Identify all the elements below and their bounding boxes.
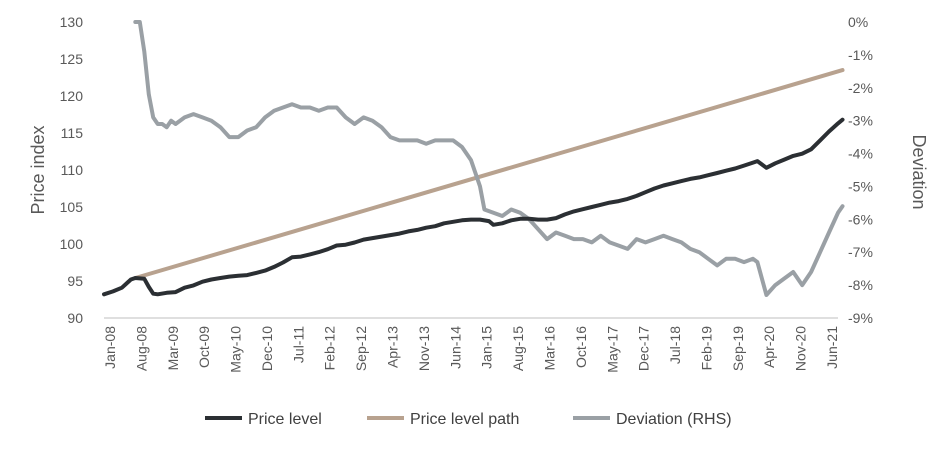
x-tick-label: Jun-14 (447, 326, 463, 369)
right-tick-label: -4% (848, 146, 873, 162)
left-tick-label: 95 (67, 273, 83, 289)
right-tick-label: -2% (848, 80, 873, 96)
x-tick-label: Dec-10 (259, 326, 275, 371)
x-tick-label: Jul-18 (667, 326, 683, 364)
right-tick-label: -8% (848, 277, 873, 293)
right-axis-title: Deviation (909, 134, 929, 209)
left-tick-label: 105 (60, 199, 84, 215)
legend-label: Price level (248, 411, 322, 428)
x-tick-label: Jan-08 (102, 326, 118, 369)
left-tick-label: 110 (61, 162, 84, 178)
series-line-price-level-path (133, 68, 845, 280)
right-tick-label: -9% (848, 310, 873, 326)
left-tick-label: 130 (60, 14, 84, 30)
legend-label: Deviation (RHS) (616, 411, 732, 428)
x-tick-label: Apr-13 (385, 326, 401, 368)
x-tick-label: Oct-16 (573, 326, 589, 368)
x-tick-label: Nov-13 (416, 326, 432, 371)
left-tick-label: 120 (60, 88, 84, 104)
left-tick-label: 125 (60, 51, 84, 67)
x-tick-label: Mar-09 (165, 326, 181, 371)
left-tick-label: 115 (61, 125, 84, 141)
x-axis: Jan-08 Aug-08 Mar-09 Oct-09 May-10 Dec-10 Jul-… (102, 326, 840, 373)
x-tick-label: Feb-12 (322, 326, 338, 371)
x-tick-label: Aug-15 (510, 326, 526, 371)
legend: Price level Price level path Deviation (RH… (205, 411, 732, 428)
right-tick-label: 0% (848, 14, 868, 30)
left-axis-title: Price index (28, 125, 48, 214)
x-tick-label: Sep-19 (730, 326, 746, 371)
legend-label: Price level path (410, 411, 519, 428)
x-tick-label: Nov-20 (793, 326, 809, 371)
right-tick-label: -6% (848, 211, 873, 227)
x-tick-label: May-10 (228, 326, 244, 373)
x-tick-label: Feb-19 (698, 326, 714, 371)
right-tick-label: -1% (848, 47, 873, 63)
right-tick-label: -7% (848, 244, 873, 260)
series-line-deviation-rhs (133, 20, 845, 297)
left-tick-label: 100 (60, 236, 84, 252)
left-tick-label: 90 (67, 310, 83, 326)
right-tick-label: -3% (848, 113, 873, 129)
series-layer (102, 20, 845, 297)
series-line-price-level (102, 117, 845, 297)
x-tick-label: Mar-16 (541, 326, 557, 371)
x-tick-label: Jul-11 (290, 326, 306, 363)
x-tick-label: Apr-20 (761, 326, 777, 368)
right-tick-label: -5% (848, 178, 873, 194)
x-tick-label: Jun-21 (824, 326, 840, 369)
x-tick-label: Oct-09 (196, 326, 212, 368)
x-tick-label: Jan-15 (479, 326, 495, 369)
x-tick-label: Aug-08 (133, 326, 149, 371)
right-axis: 0% -1% -2% -3% -4% -5% -6% -7% -8% -9% (848, 14, 873, 326)
x-tick-label: Dec-17 (636, 326, 652, 371)
left-axis: 90 95 100 105 110 115 120 125 130 (60, 14, 84, 326)
x-tick-label: May-17 (604, 326, 620, 373)
x-tick-label: Sep-12 (353, 326, 369, 371)
